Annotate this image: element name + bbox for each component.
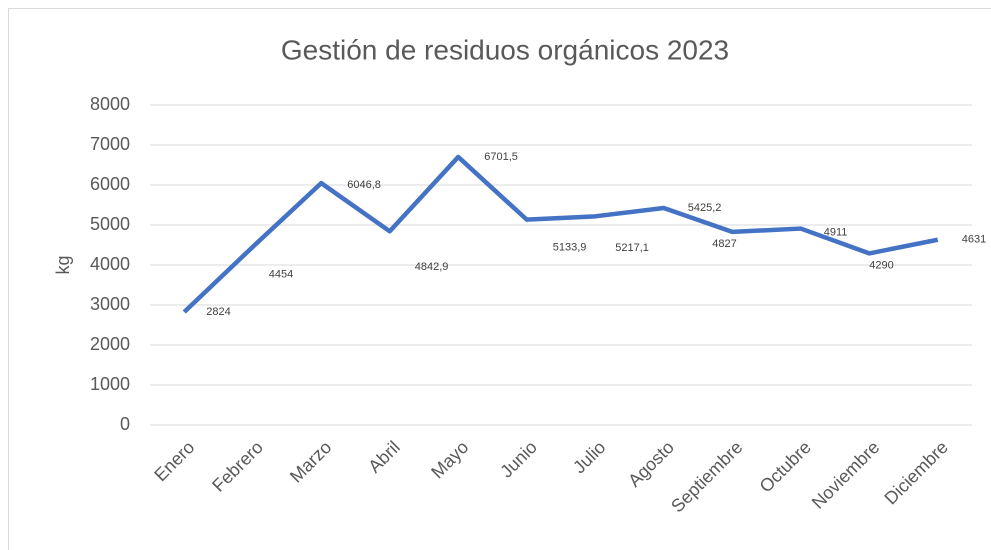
x-tick-label: Diciembre xyxy=(880,437,951,508)
data-label: 6701,5 xyxy=(484,151,518,163)
y-tick-label: 1000 xyxy=(90,374,130,394)
y-tick-label: 3000 xyxy=(90,294,130,314)
data-label: 6046,8 xyxy=(347,179,381,191)
data-label: 4290 xyxy=(869,259,893,271)
x-tick-label: Noviembre xyxy=(808,437,884,513)
x-tick-label: Septiembre xyxy=(667,437,746,516)
data-label: 4827 xyxy=(712,238,736,250)
x-tick-label: Agosto xyxy=(624,437,678,491)
x-tick-label: Mayo xyxy=(427,437,472,482)
x-tick-label: Enero xyxy=(150,437,198,485)
y-tick-label: 7000 xyxy=(90,134,130,154)
y-tick-label: 4000 xyxy=(90,254,130,274)
data-label: 2824 xyxy=(206,306,230,318)
data-label: 4631 xyxy=(962,234,986,246)
y-tick-label: 0 xyxy=(120,414,130,434)
y-tick-label: 2000 xyxy=(90,334,130,354)
data-label: 4911 xyxy=(824,226,848,238)
data-label: 5133,9 xyxy=(553,242,587,254)
y-tick-label: 6000 xyxy=(90,174,130,194)
data-label: 4842,9 xyxy=(415,261,449,273)
x-tick-label: Abril xyxy=(364,437,404,477)
y-tick-label: 8000 xyxy=(90,94,130,114)
chart-title: Gestión de residuos orgánicos 2023 xyxy=(281,34,729,65)
x-tick-label: Julio xyxy=(569,437,609,477)
x-tick-label: Marzo xyxy=(286,437,336,487)
y-axis-label: kg xyxy=(53,255,73,274)
line-series xyxy=(182,154,939,314)
data-label: 5425,2 xyxy=(688,202,722,214)
data-label: 4454 xyxy=(269,269,293,281)
x-tick-label: Octubre xyxy=(756,437,815,496)
data-label: 5217,1 xyxy=(615,242,649,254)
y-tick-label: 5000 xyxy=(90,214,130,234)
x-tick-label: Junio xyxy=(496,437,541,482)
x-tick-label: Febrero xyxy=(208,437,267,496)
